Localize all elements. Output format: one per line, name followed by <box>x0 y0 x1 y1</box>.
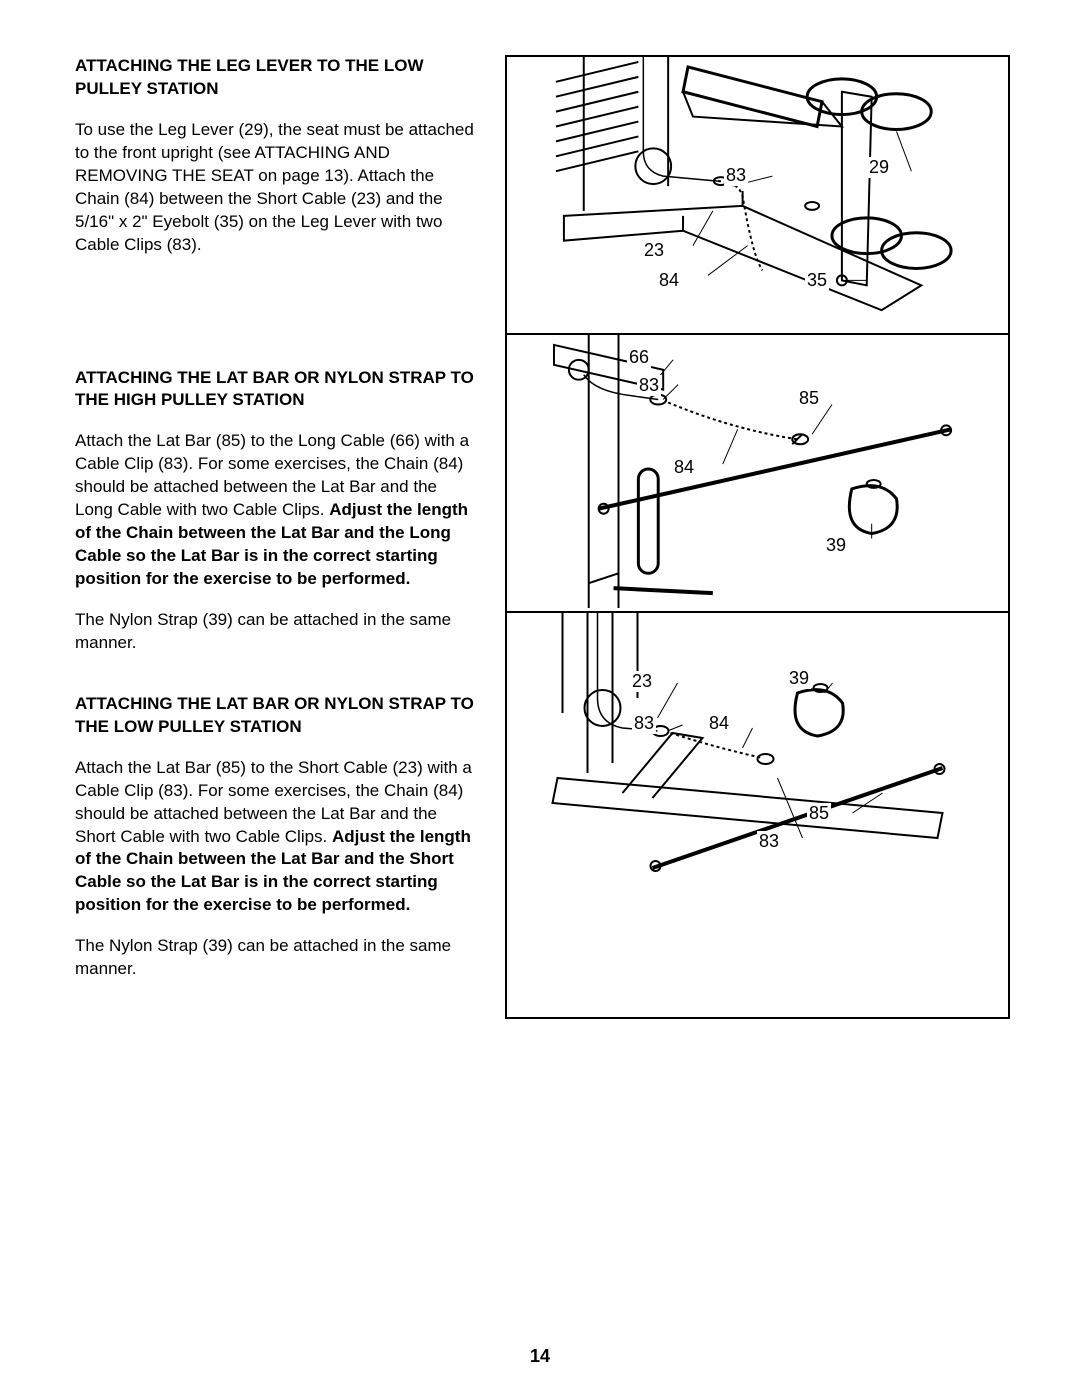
figure-leg-lever: 83 29 23 84 35 <box>507 57 1008 335</box>
callout-23: 23 <box>630 671 654 692</box>
callout-29: 29 <box>867 157 891 178</box>
callout-85: 85 <box>797 388 821 409</box>
section-low-pulley: ATTACHING THE LAT BAR OR NYLON STRAP TO … <box>75 693 475 981</box>
callout-83b: 83 <box>757 831 781 852</box>
callout-84: 84 <box>707 713 731 734</box>
paragraph: Attach the Lat Bar (85) to the Long Cabl… <box>75 430 475 591</box>
section-high-pulley: ATTACHING THE LAT BAR OR NYLON STRAP TO … <box>75 367 475 655</box>
figure-low-pulley: 23 39 83 84 85 83 <box>507 613 1008 891</box>
section-title: ATTACHING THE LEG LEVER TO THE LOW PULLE… <box>75 55 475 101</box>
section-title: ATTACHING THE LAT BAR OR NYLON STRAP TO … <box>75 367 475 413</box>
callout-66: 66 <box>627 347 651 368</box>
figure-column: 83 29 23 84 35 <box>505 55 1010 1019</box>
callout-83: 83 <box>724 165 748 186</box>
section-title: ATTACHING THE LAT BAR OR NYLON STRAP TO … <box>75 693 475 739</box>
diagram-svg-b <box>507 335 1008 611</box>
figure-high-pulley: 66 83 85 84 39 <box>507 335 1008 613</box>
callout-84: 84 <box>657 270 681 291</box>
page-number: 14 <box>0 1346 1080 1367</box>
section-leg-lever: ATTACHING THE LEG LEVER TO THE LOW PULLE… <box>75 55 475 257</box>
paragraph: The Nylon Strap (39) can be attached in … <box>75 935 475 981</box>
callout-39: 39 <box>787 668 811 689</box>
paragraph: The Nylon Strap (39) can be attached in … <box>75 609 475 655</box>
callout-35: 35 <box>805 270 829 291</box>
callout-83: 83 <box>637 375 661 396</box>
callout-23: 23 <box>642 240 666 261</box>
callout-83a: 83 <box>632 713 656 734</box>
callout-85: 85 <box>807 803 831 824</box>
text-column: ATTACHING THE LEG LEVER TO THE LOW PULLE… <box>75 55 475 1019</box>
callout-39: 39 <box>824 535 848 556</box>
paragraph: To use the Leg Lever (29), the seat must… <box>75 119 475 257</box>
callout-84: 84 <box>672 457 696 478</box>
page-content: ATTACHING THE LEG LEVER TO THE LOW PULLE… <box>75 55 1010 1019</box>
paragraph: Attach the Lat Bar (85) to the Short Cab… <box>75 757 475 918</box>
diagram-svg-a <box>507 57 1008 333</box>
